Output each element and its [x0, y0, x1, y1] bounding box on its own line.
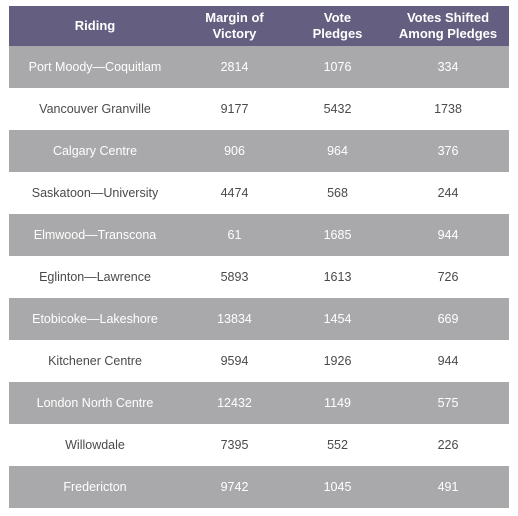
table-row: Etobicoke—Lakeshore 13834 1454 669: [9, 298, 509, 340]
cell-riding: Fredericton: [9, 466, 181, 508]
table-row: Willowdale 7395 552 226: [9, 424, 509, 466]
cell-riding: Etobicoke—Lakeshore: [9, 298, 181, 340]
cell-pledges: 1613: [288, 256, 387, 298]
cell-shifted: 726: [387, 256, 509, 298]
cell-riding: Elmwood—Transcona: [9, 214, 181, 256]
cell-riding: Willowdale: [9, 424, 181, 466]
cell-shifted: 575: [387, 382, 509, 424]
cell-margin: 61: [181, 214, 288, 256]
cell-pledges: 964: [288, 130, 387, 172]
cell-pledges: 568: [288, 172, 387, 214]
cell-shifted: 226: [387, 424, 509, 466]
cell-pledges: 1045: [288, 466, 387, 508]
cell-shifted: 376: [387, 130, 509, 172]
cell-margin: 9742: [181, 466, 288, 508]
cell-pledges: 1926: [288, 340, 387, 382]
cell-shifted: 1738: [387, 88, 509, 130]
cell-shifted: 244: [387, 172, 509, 214]
cell-riding: Saskatoon—University: [9, 172, 181, 214]
cell-margin: 12432: [181, 382, 288, 424]
table-row: Port Moody—Coquitlam 2814 1076 334: [9, 46, 509, 88]
cell-margin: 9594: [181, 340, 288, 382]
cell-margin: 7395: [181, 424, 288, 466]
cell-riding: Calgary Centre: [9, 130, 181, 172]
cell-riding: Port Moody—Coquitlam: [9, 46, 181, 88]
cell-pledges: 1685: [288, 214, 387, 256]
header-margin-of-victory: Margin of Victory: [181, 6, 288, 46]
cell-margin: 4474: [181, 172, 288, 214]
header-row: Riding Margin of Victory Vote Pledges Vo…: [9, 6, 509, 46]
table-row: Kitchener Centre 9594 1926 944: [9, 340, 509, 382]
cell-pledges: 1076: [288, 46, 387, 88]
cell-shifted: 669: [387, 298, 509, 340]
cell-shifted: 944: [387, 340, 509, 382]
cell-shifted: 944: [387, 214, 509, 256]
table-header: Riding Margin of Victory Vote Pledges Vo…: [9, 6, 509, 46]
table-row: Eglinton—Lawrence 5893 1613 726: [9, 256, 509, 298]
header-riding: Riding: [9, 6, 181, 46]
cell-riding: Kitchener Centre: [9, 340, 181, 382]
table-row: Calgary Centre 906 964 376: [9, 130, 509, 172]
header-vote-pledges: Vote Pledges: [288, 6, 387, 46]
cell-margin: 13834: [181, 298, 288, 340]
cell-margin: 2814: [181, 46, 288, 88]
cell-riding: London North Centre: [9, 382, 181, 424]
cell-pledges: 1454: [288, 298, 387, 340]
cell-riding: Vancouver Granville: [9, 88, 181, 130]
cell-margin: 906: [181, 130, 288, 172]
table-body: Port Moody—Coquitlam 2814 1076 334 Vanco…: [9, 46, 509, 508]
cell-shifted: 334: [387, 46, 509, 88]
table-row: Vancouver Granville 9177 5432 1738: [9, 88, 509, 130]
riding-table: Riding Margin of Victory Vote Pledges Vo…: [9, 6, 509, 508]
table-row: Saskatoon—University 4474 568 244: [9, 172, 509, 214]
cell-pledges: 5432: [288, 88, 387, 130]
cell-pledges: 552: [288, 424, 387, 466]
header-votes-shifted: Votes Shifted Among Pledges: [387, 6, 509, 46]
table-row: Fredericton 9742 1045 491: [9, 466, 509, 508]
table-row: Elmwood—Transcona 61 1685 944: [9, 214, 509, 256]
table-row: London North Centre 12432 1149 575: [9, 382, 509, 424]
cell-riding: Eglinton—Lawrence: [9, 256, 181, 298]
cell-margin: 5893: [181, 256, 288, 298]
cell-shifted: 491: [387, 466, 509, 508]
cell-margin: 9177: [181, 88, 288, 130]
table-container: Riding Margin of Victory Vote Pledges Vo…: [9, 6, 509, 508]
cell-pledges: 1149: [288, 382, 387, 424]
